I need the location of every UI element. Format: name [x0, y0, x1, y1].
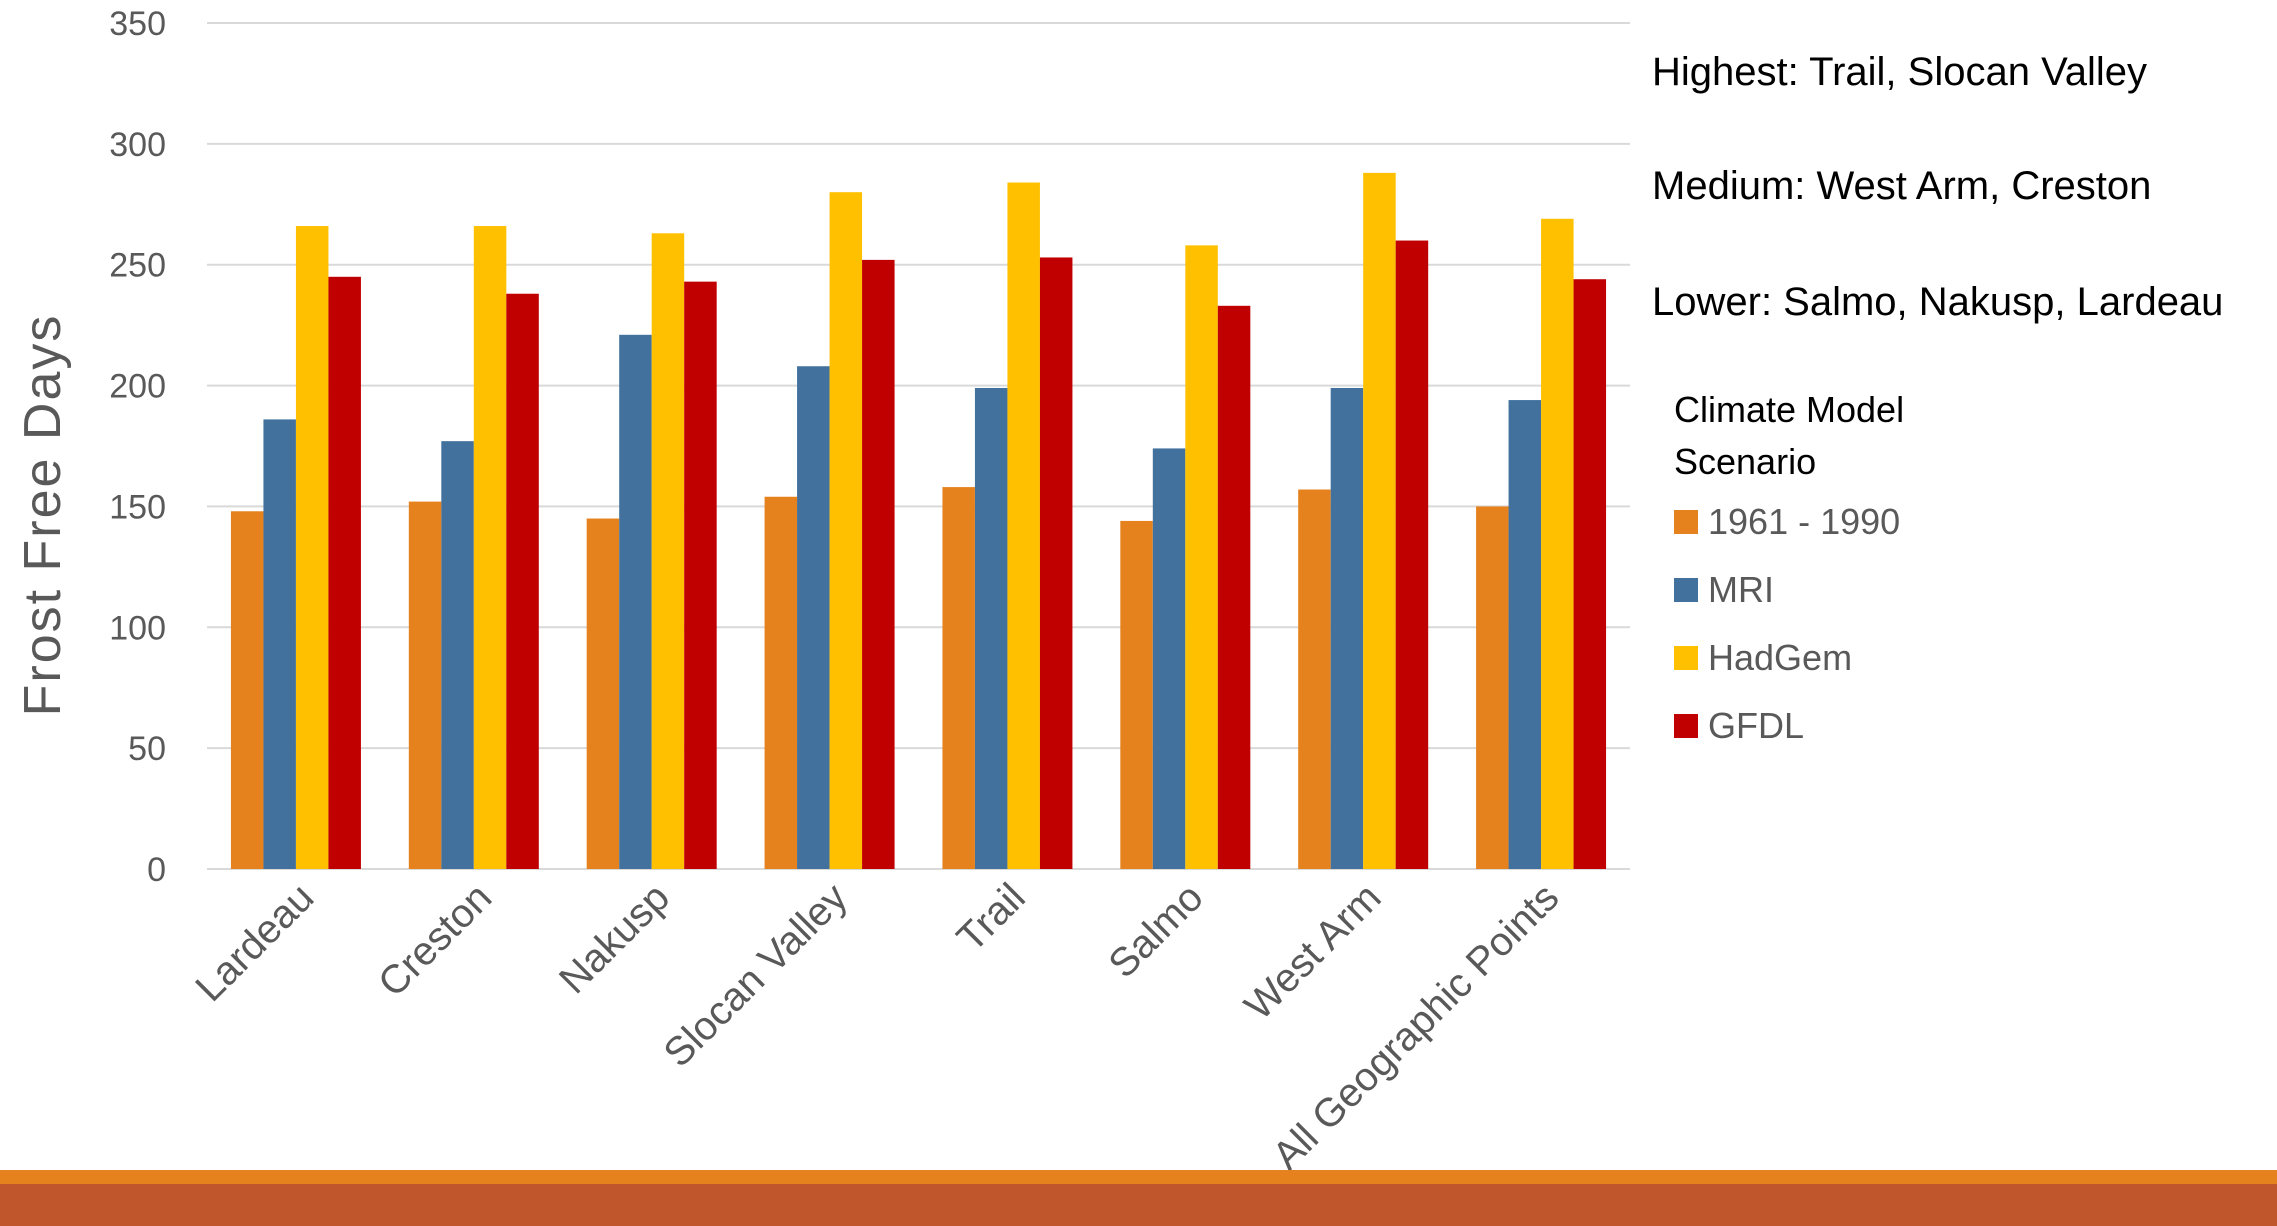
category-label: West Arm: [1236, 875, 1389, 1028]
legend-label: GFDL: [1708, 705, 1805, 746]
bar-lardeau-1961-1990: [230, 511, 264, 869]
legend-swatch: [1674, 578, 1698, 602]
bar-creston-mri: [441, 441, 474, 869]
category-label: Trail: [949, 875, 1034, 960]
note-lower: Lower: Salmo, Nakusp, Lardeau: [1652, 280, 2224, 324]
category-label: Lardeau: [187, 875, 322, 1010]
footer-band: [0, 1184, 2277, 1226]
legend-items: 1961 - 1990 MRI HadGem GFDL: [1674, 488, 1974, 760]
note-medium: Medium: West Arm, Creston: [1652, 164, 2152, 208]
category-label: Salmo: [1100, 875, 1211, 986]
bar-all-geographic-points-hadgem: [1541, 218, 1574, 869]
legend-item: HadGem: [1674, 624, 1974, 692]
bar-slocan-valley-gfdl: [862, 259, 895, 869]
y-tick-label: 0: [147, 851, 166, 889]
y-tick-label: 300: [109, 126, 166, 164]
legend-label: HadGem: [1708, 637, 1853, 678]
bar-trail-mri: [974, 387, 1008, 869]
bar-west-arm-gfdl: [1395, 240, 1429, 870]
bar-west-arm-mri: [1330, 387, 1364, 869]
legend-swatch: [1674, 714, 1698, 738]
legend-title: Climate Model Scenario: [1674, 389, 1905, 482]
bar-trail-hadgem: [1007, 182, 1040, 869]
footer-band-accent: [0, 1170, 2277, 1184]
bar-nakusp-1961-1990: [586, 518, 620, 869]
legend: Climate Model Scenario 1961 - 1990 MRI Had…: [1674, 384, 1974, 760]
bar-nakusp-hadgem: [651, 233, 685, 869]
bar-all-geographic-points-gfdl: [1573, 279, 1607, 869]
bar-all-geographic-points-mri: [1508, 400, 1542, 869]
y-tick-label: 350: [109, 5, 166, 43]
legend-item: 1961 - 1990: [1674, 488, 1974, 556]
bar-west-arm-hadgem: [1363, 172, 1396, 869]
legend-label: 1961 - 1990: [1708, 501, 1901, 542]
bar-lardeau-hadgem: [295, 226, 329, 870]
y-tick-label: 100: [109, 609, 166, 647]
bar-salmo-mri: [1152, 448, 1186, 869]
bars: [230, 172, 1607, 870]
legend-swatch: [1674, 646, 1698, 670]
note-highest: Highest: Trail, Slocan Valley: [1652, 50, 2148, 94]
category-label: All Geographic Points: [1264, 875, 1567, 1178]
bar-lardeau-mri: [263, 419, 296, 869]
legend-item: GFDL: [1674, 692, 1974, 760]
y-tick-label: 200: [109, 368, 166, 406]
bar-west-arm-1961-1990: [1298, 489, 1331, 869]
category-label: Creston: [370, 875, 500, 1005]
y-tick-label: 250: [109, 247, 166, 285]
bar-creston-hadgem: [473, 226, 507, 870]
bar-all-geographic-points-1961-1990: [1476, 506, 1509, 869]
bar-trail-gfdl: [1039, 257, 1073, 869]
bar-lardeau-gfdl: [328, 276, 361, 869]
y-tick-label: 50: [128, 730, 166, 768]
category-label: Slocan Valley: [656, 875, 856, 1075]
bar-nakusp-mri: [619, 334, 652, 870]
legend-swatch: [1674, 510, 1698, 534]
bar-trail-1961-1990: [942, 487, 975, 869]
legend-item: MRI: [1674, 556, 1974, 624]
y-axis-label: Frost Free Days: [14, 314, 72, 717]
y-axis-ticks: 0 50 100 150 200 250 300 350: [109, 5, 166, 889]
category-label: Nakusp: [551, 875, 678, 1002]
bar-creston-gfdl: [506, 293, 539, 870]
bar-creston-1961-1990: [408, 501, 442, 869]
bar-nakusp-gfdl: [684, 281, 717, 869]
bar-salmo-1961-1990: [1120, 520, 1153, 869]
legend-label: MRI: [1708, 569, 1774, 610]
bar-salmo-hadgem: [1185, 245, 1218, 869]
bar-slocan-valley-hadgem: [829, 192, 863, 869]
y-tick-label: 150: [109, 488, 166, 526]
bar-salmo-gfdl: [1217, 305, 1251, 869]
bar-slocan-valley-1961-1990: [764, 496, 798, 869]
bar-slocan-valley-mri: [797, 366, 830, 869]
